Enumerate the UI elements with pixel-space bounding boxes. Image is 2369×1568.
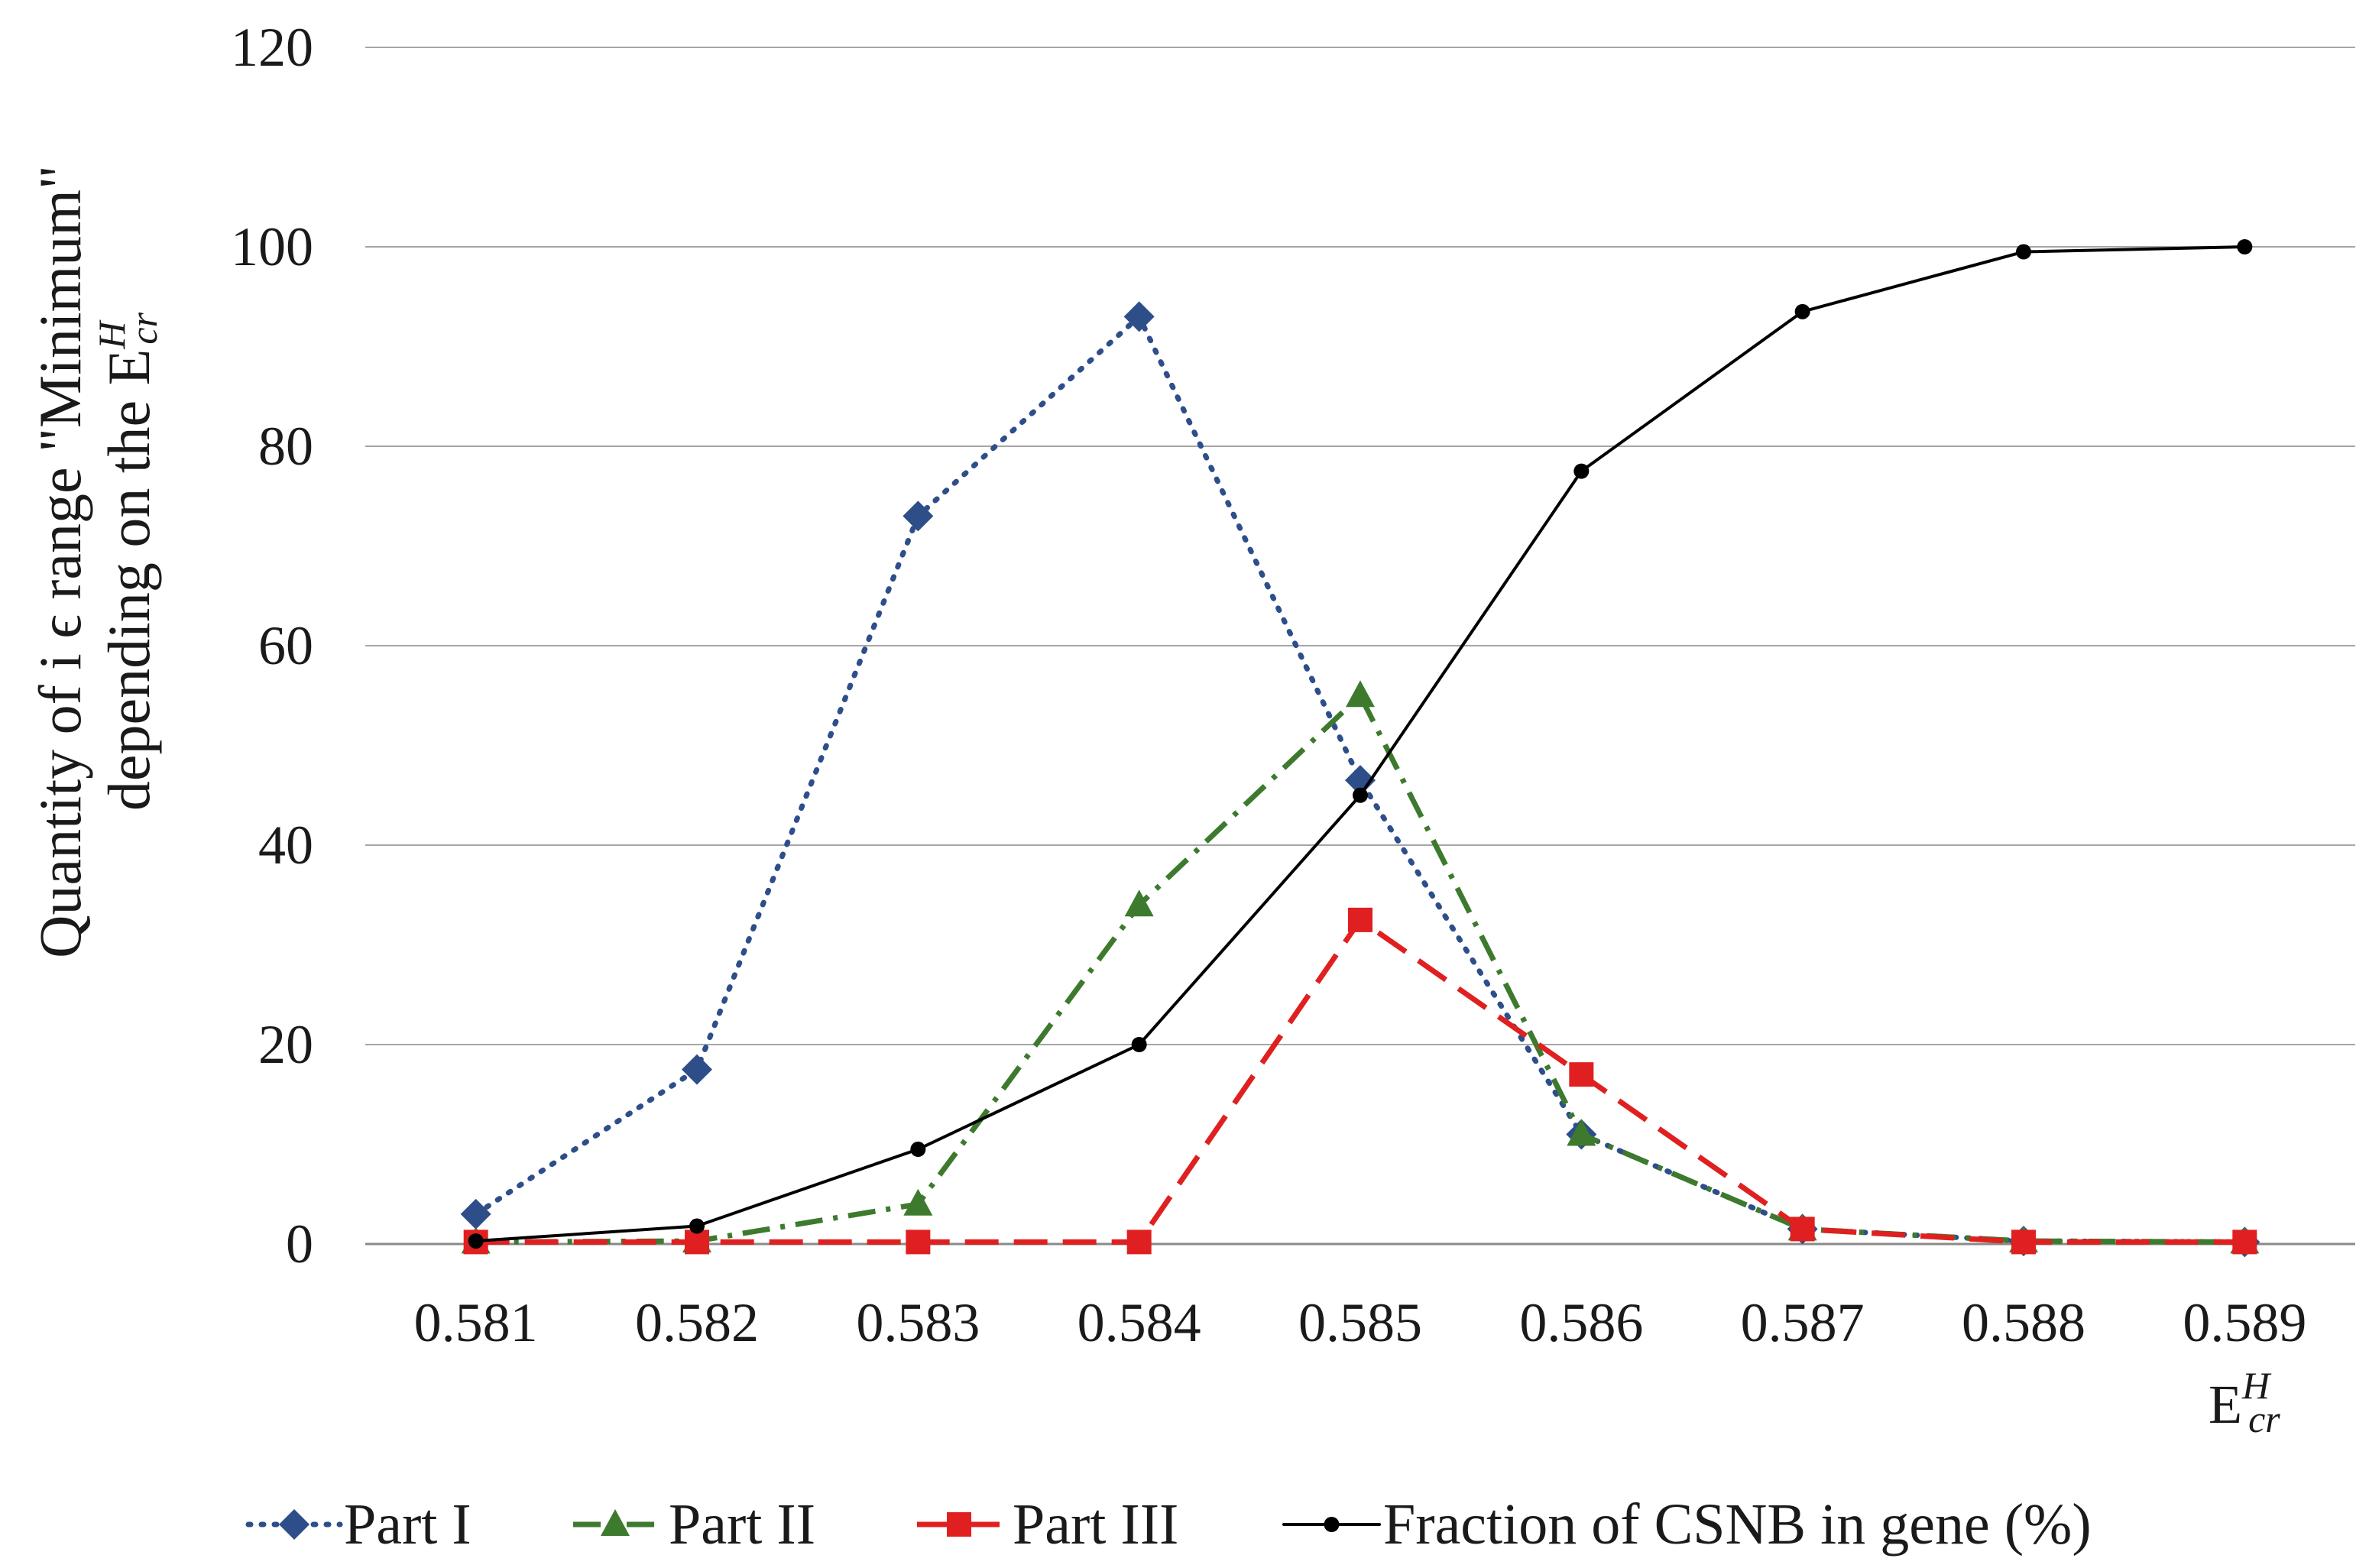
- data-point: [1569, 1062, 1594, 1087]
- legend-marker: [1324, 1517, 1340, 1532]
- y-axis-label-line1: Quantity of i ϵ range "Minimum": [27, 165, 93, 958]
- data-point: [1573, 463, 1590, 479]
- x-tick-label: 0.583: [856, 1292, 980, 1353]
- legend-marker: [947, 1512, 971, 1537]
- data-point: [1567, 1119, 1596, 1146]
- y-tick-label: 20: [258, 1014, 313, 1075]
- x-tick-label: 0.587: [1741, 1292, 1865, 1353]
- data-point: [1794, 303, 1810, 319]
- x-axis-label: EH cr: [2209, 1364, 2280, 1440]
- series-1: [460, 301, 2260, 1258]
- legend-label: Part III: [1013, 1492, 1178, 1557]
- legend-label: Part II: [669, 1492, 815, 1557]
- y-axis-ticks: 0 20 40 60 80 100 120: [231, 17, 313, 1275]
- x-tick-label: 0.585: [1298, 1292, 1422, 1353]
- legend-item: Part I: [245, 1492, 472, 1557]
- data-point: [2016, 244, 2031, 260]
- data-point: [682, 1054, 712, 1085]
- series-3: [463, 907, 2257, 1255]
- data-point: [1348, 907, 1372, 932]
- data-point: [1345, 765, 1376, 796]
- legend: Part I Part II Part III Fraction of CSNB in…: [245, 1492, 2092, 1557]
- x-tick-label: 0.584: [1078, 1292, 1201, 1353]
- legend-item: Fraction of CSNB in gene (%): [1282, 1492, 2092, 1557]
- data-point: [1124, 889, 1154, 917]
- legend-marker: [279, 1509, 309, 1540]
- data-point: [906, 1229, 931, 1255]
- data-point: [460, 1198, 491, 1229]
- y-tick-label: 0: [286, 1213, 313, 1275]
- y-tick-label: 60: [258, 615, 313, 676]
- grid-lines: [365, 47, 2355, 1246]
- data-point: [689, 1218, 705, 1234]
- data-point: [910, 1142, 926, 1158]
- x-tick-label: 0.581: [414, 1292, 538, 1353]
- data-point: [1126, 1229, 1152, 1255]
- data-point: [2232, 1229, 2257, 1255]
- x-tick-label: 0.582: [635, 1292, 759, 1353]
- legend-marker: [601, 1509, 630, 1536]
- x-axis-ticks: 0.581 0.582 0.583 0.584 0.585 0.586 0.587 0.588…: [414, 1292, 2307, 1353]
- y-tick-label: 100: [231, 216, 313, 277]
- series-4: [468, 239, 2253, 1249]
- data-point: [468, 1233, 484, 1249]
- series-line: [474, 245, 2247, 1243]
- y-tick-label: 40: [258, 815, 313, 876]
- data-point: [1131, 1037, 1147, 1052]
- legend-label: Part I: [344, 1492, 472, 1557]
- data-point: [1346, 680, 1375, 708]
- data-point: [903, 501, 934, 532]
- y-axis-label-line2: depending on the EHcr: [90, 312, 165, 811]
- series-line: [475, 917, 2245, 1245]
- data-point: [2011, 1229, 2036, 1255]
- legend-item: Part III: [917, 1492, 1178, 1557]
- data-point: [685, 1229, 709, 1255]
- y-tick-label: 80: [258, 416, 313, 477]
- data-point: [1353, 787, 1368, 803]
- legend-item: Part II: [573, 1492, 815, 1557]
- y-tick-label: 120: [231, 17, 313, 78]
- data-point: [2237, 239, 2253, 254]
- data-point: [1790, 1216, 1815, 1242]
- x-tick-label: 0.589: [2183, 1292, 2306, 1353]
- data-point: [903, 1188, 933, 1216]
- x-tick-label: 0.588: [1962, 1292, 2085, 1353]
- data-point: [1123, 301, 1155, 332]
- x-tick-label: 0.586: [1519, 1292, 1643, 1353]
- series-group: [460, 239, 2260, 1258]
- legend-label: Fraction of CSNB in gene (%): [1383, 1492, 2092, 1557]
